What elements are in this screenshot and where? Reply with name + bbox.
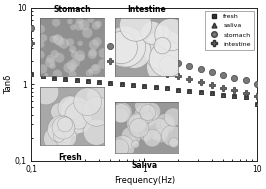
Text: Saliva: Saliva <box>131 161 157 170</box>
Text: Intestine: Intestine <box>127 5 166 14</box>
Text: Fresh: Fresh <box>58 153 82 162</box>
Legend: fresh, saliva, stomach, intestine: fresh, saliva, stomach, intestine <box>205 11 254 50</box>
X-axis label: Frequency(Hz): Frequency(Hz) <box>114 176 175 185</box>
Y-axis label: Tanδ: Tanδ <box>4 74 13 94</box>
Text: Stomach: Stomach <box>53 5 91 14</box>
